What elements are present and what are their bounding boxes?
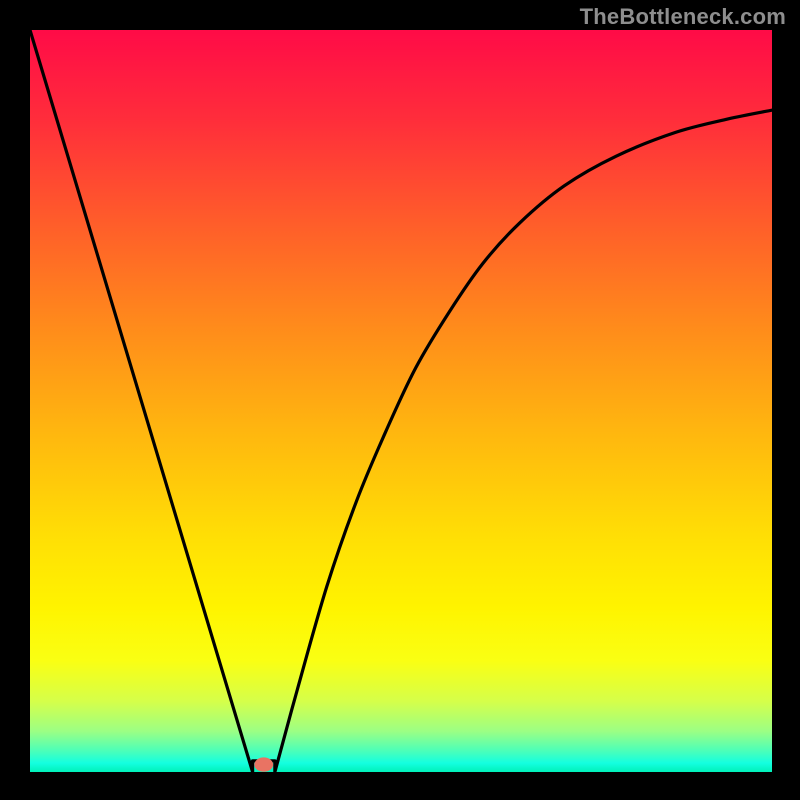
watermark-label: TheBottleneck.com xyxy=(580,4,786,30)
optimal-marker xyxy=(255,758,273,771)
chart-container: TheBottleneck.com xyxy=(0,0,800,800)
bottleneck-chart xyxy=(30,30,772,772)
